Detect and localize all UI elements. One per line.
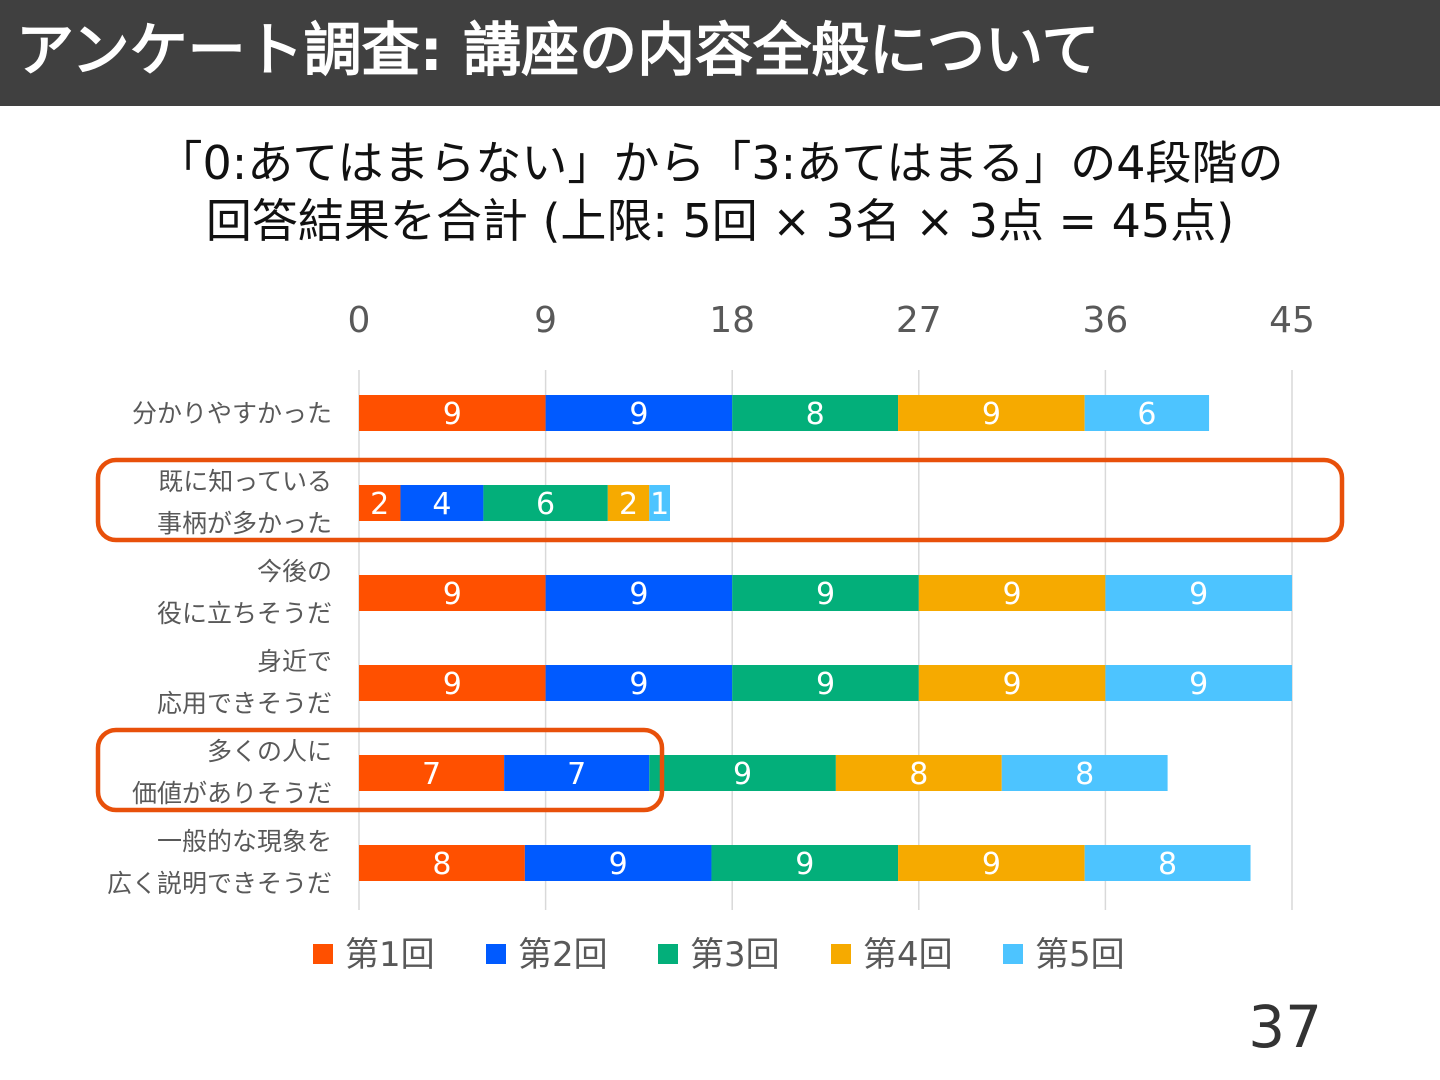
category-label: 広く説明できそうだ [107, 869, 332, 898]
x-tick-label: 45 [1269, 300, 1315, 341]
data-label: 7 [567, 757, 586, 792]
legend-swatch [658, 944, 678, 964]
bar-segment [732, 575, 919, 611]
data-label: 9 [443, 667, 462, 702]
bar-segment [359, 755, 505, 791]
legend-label: 第5回 [1035, 935, 1125, 975]
data-label: 7 [422, 757, 441, 792]
bar-segment [359, 575, 546, 611]
bar-segment [504, 755, 650, 791]
category-label: 価値がありそうだ [132, 779, 332, 808]
data-label: 9 [629, 667, 648, 702]
data-label: 2 [370, 487, 389, 522]
bar-segment [1105, 665, 1292, 701]
data-label: 9 [443, 577, 462, 612]
bar-segment [1084, 845, 1251, 881]
bar-segment [711, 845, 899, 881]
data-label: 9 [1003, 577, 1022, 612]
bar-segment [1084, 395, 1210, 431]
bar-segment [649, 485, 670, 521]
category-label: 既に知っている [158, 467, 332, 496]
bar-segment [732, 665, 919, 701]
data-label: 2 [619, 487, 638, 522]
bar-segment [400, 485, 484, 521]
legend-label: 第4回 [863, 935, 953, 975]
legend-swatch [486, 944, 506, 964]
data-label: 9 [629, 577, 648, 612]
data-label: 9 [443, 397, 462, 432]
data-label: 9 [609, 847, 628, 882]
slide-title: アンケート調査: 講座の内容全般について [16, 16, 1100, 84]
bar-segment [359, 665, 546, 701]
data-label: 8 [1075, 757, 1094, 792]
legend-label: 第3回 [690, 935, 780, 975]
data-label: 8 [806, 397, 825, 432]
data-label: 9 [1189, 577, 1208, 612]
legend-swatch [1003, 944, 1023, 964]
data-label: 9 [816, 577, 835, 612]
bar-segment [545, 395, 733, 431]
legend-swatch [313, 944, 333, 964]
legend-label: 第2回 [518, 935, 608, 975]
highlight-box-row-5 [95, 727, 665, 813]
x-tick-label: 18 [709, 300, 755, 341]
bar-segment [359, 395, 546, 431]
category-label: 今後の [257, 557, 332, 586]
data-label: 9 [1003, 667, 1022, 702]
category-label: 一般的な現象を [157, 827, 332, 856]
bar-segment [607, 485, 650, 521]
x-tick-label: 36 [1082, 300, 1128, 341]
bar-segment [898, 845, 1085, 881]
bar-segment [483, 485, 608, 521]
data-label: 6 [1137, 397, 1156, 432]
data-label: 9 [733, 757, 752, 792]
bar-segment [359, 845, 525, 881]
category-label: 応用できそうだ [157, 689, 332, 718]
category-label: 身近で [257, 647, 332, 676]
data-label: 9 [982, 397, 1001, 432]
x-tick-label: 27 [896, 300, 942, 341]
subtitle-line-2: 回答結果を合計 (上限: 5回 × 3名 × 3点 = 45点) [205, 194, 1235, 248]
data-label: 9 [795, 847, 814, 882]
bar-segment [918, 575, 1106, 611]
data-label: 9 [1189, 667, 1208, 702]
data-label: 8 [909, 757, 928, 792]
bar-segment [1001, 755, 1168, 791]
highlight-box-row-2 [95, 457, 1345, 543]
bar-segment [898, 395, 1085, 431]
bar-segment [732, 395, 899, 431]
data-label: 1 [650, 487, 669, 522]
bar-segment [1105, 575, 1292, 611]
data-label: 8 [1158, 847, 1177, 882]
data-label: 4 [432, 487, 451, 522]
legend-label: 第1回 [345, 935, 435, 975]
x-tick-label: 0 [348, 300, 371, 341]
bar-segment [918, 665, 1106, 701]
subtitle: 「0:あてはまらない」から「3:あてはまる」の4段階の 回答結果を合計 (上限:… [0, 134, 1440, 250]
bar-segment [649, 755, 836, 791]
data-label: 9 [629, 397, 648, 432]
data-label: 8 [432, 847, 451, 882]
category-label: 多くの人に [207, 737, 332, 766]
header-bar: アンケート調査: 講座の内容全般について [0, 0, 1440, 106]
subtitle-line-1: 「0:あてはまらない」から「3:あてはまる」の4段階の [156, 136, 1284, 190]
bar-segment [835, 755, 1002, 791]
page-number: 37 [1248, 993, 1322, 1061]
bar-segment [545, 665, 733, 701]
data-label: 9 [816, 667, 835, 702]
bar-segment [545, 575, 733, 611]
bar-segment [524, 845, 712, 881]
category-label: 分かりやすかった [132, 399, 332, 428]
category-label: 事柄が多かった [157, 509, 332, 538]
x-tick-label: 9 [534, 300, 557, 341]
data-label: 6 [536, 487, 555, 522]
bar-segment [359, 485, 401, 521]
legend-swatch [831, 944, 851, 964]
data-label: 9 [982, 847, 1001, 882]
category-label: 役に立ちそうだ [157, 599, 332, 628]
